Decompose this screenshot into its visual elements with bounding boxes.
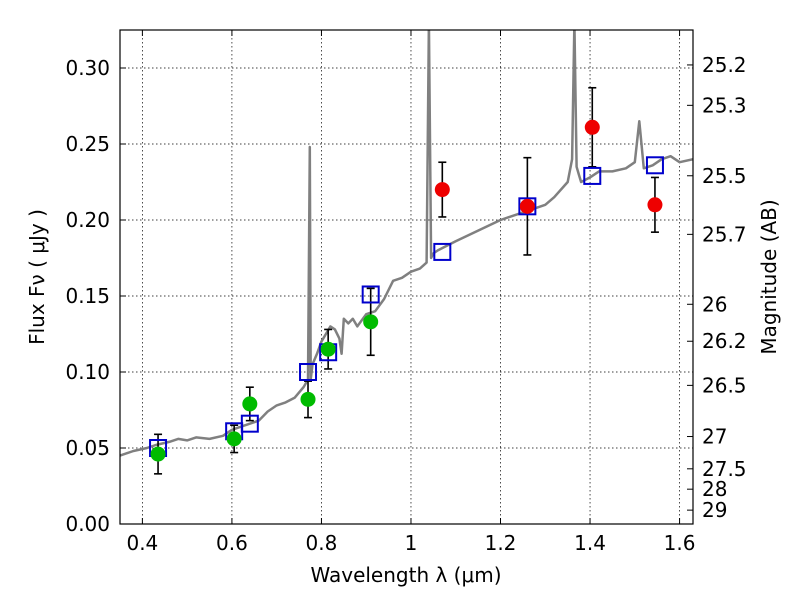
optical-flux-point [300,391,316,407]
model-flux-square [299,363,318,381]
y2-tick-label: 27 [702,425,727,449]
spectrum-line [120,30,693,457]
y-tick-label: 0.00 [65,512,110,536]
model-flux-square [361,285,380,304]
x-axis-label: Wavelength λ (μm) [310,563,501,587]
optical-flux-point [150,446,166,462]
y2-tick-label: 25.2 [702,53,747,77]
optical-flux-point [242,396,258,412]
x-tick-label: 1.2 [485,531,517,555]
optical-flux-point [226,431,242,447]
nir-flux-point [647,197,663,213]
x-tick-label: 1.6 [664,531,696,555]
optical-flux-point [320,341,336,357]
y2-tick-label: 25.7 [702,222,747,246]
y2-axis-label: Magnitude (AB) [757,199,781,354]
y-axis-label: Flux Fν ( μJy ) [25,209,49,345]
y-tick-label: 0.30 [65,56,110,80]
nir-flux-point [434,182,450,198]
y-tick-label: 0.15 [65,284,110,308]
y2-tick-label: 25.5 [702,164,747,188]
y2-tick-label: 29 [702,498,727,522]
x-tick-label: 0.8 [306,531,338,555]
plot-frame [119,29,694,525]
nir-flux-point [519,198,535,214]
y2-tick-label: 26.5 [702,373,747,397]
nir-flux-point [584,119,600,135]
y-tick-label: 0.10 [65,360,110,384]
x-tick-label: 1.4 [574,531,606,555]
y2-tick-label: 26.2 [702,329,747,353]
axes: 0.4 0.6 0.8 1 1.2 1.4 1.6 0.00 0.05 0.10 0.15 0.20 0… [65,30,747,555]
y-tick-label: 0.05 [65,436,110,460]
grid [120,30,693,525]
x-tick-label: 0.4 [126,531,158,555]
error-bars [154,86,659,475]
x-tick-label: 0.6 [216,531,248,555]
y2-tick-label: 25.3 [702,93,747,117]
model-spectrum [120,30,693,457]
x-tick-label: 1 [405,531,418,555]
model-flux-square [583,166,602,185]
model-flux-square [645,156,664,175]
y2-tick-label: 26 [702,292,727,316]
optical-flux-point [363,314,379,330]
model-flux-square [518,197,537,216]
y-tick-label: 0.20 [65,208,110,232]
data-markers [149,119,664,462]
y2-tick-label: 28 [702,477,727,501]
model-flux-square [240,414,259,433]
y2-tick-label: 27.5 [702,457,747,481]
model-flux-square [433,242,452,261]
y-tick-label: 0.25 [65,132,110,156]
